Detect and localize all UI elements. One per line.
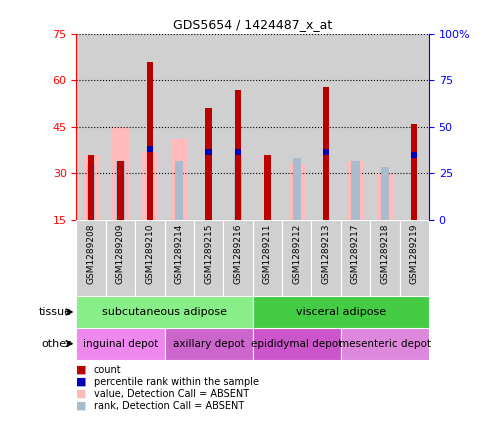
Bar [112, 127, 129, 220]
Text: GSM1289208: GSM1289208 [87, 224, 96, 284]
Bar [165, 328, 252, 360]
Bar [282, 34, 312, 220]
Bar [348, 161, 363, 220]
Text: epididymal depot: epididymal depot [251, 339, 342, 349]
Bar [206, 108, 212, 220]
Bar [381, 167, 389, 220]
Text: percentile rank within the sample: percentile rank within the sample [94, 377, 259, 387]
Text: ■: ■ [76, 365, 87, 375]
Text: GSM1289212: GSM1289212 [292, 224, 301, 284]
Bar [370, 220, 399, 296]
Text: rank, Detection Call = ABSENT: rank, Detection Call = ABSENT [94, 401, 244, 411]
Bar [223, 34, 253, 220]
Bar [323, 149, 329, 155]
Bar [411, 124, 418, 220]
Bar [117, 161, 124, 220]
Bar [142, 152, 158, 220]
Text: axillary depot: axillary depot [173, 339, 245, 349]
Text: count: count [94, 365, 121, 375]
Text: visceral adipose: visceral adipose [296, 307, 386, 317]
Bar [83, 155, 99, 220]
Bar [146, 146, 153, 152]
Bar [341, 220, 370, 296]
Text: GSM1289218: GSM1289218 [380, 224, 389, 284]
Bar [235, 90, 241, 220]
Bar [282, 220, 312, 296]
Bar [399, 220, 429, 296]
Bar [312, 34, 341, 220]
Bar [288, 164, 305, 220]
Text: GSM1289210: GSM1289210 [145, 224, 154, 284]
Bar [264, 155, 271, 220]
Text: GSM1289211: GSM1289211 [263, 224, 272, 284]
Bar [106, 34, 135, 220]
Bar [116, 161, 125, 220]
Bar [352, 161, 359, 220]
Text: GSM1289213: GSM1289213 [321, 224, 331, 284]
Bar [76, 220, 106, 296]
Text: other: other [42, 339, 71, 349]
Bar [175, 161, 183, 220]
Text: mesenteric depot: mesenteric depot [339, 339, 431, 349]
Bar [171, 139, 187, 220]
Bar [223, 220, 253, 296]
Bar [293, 158, 301, 220]
Text: ■: ■ [76, 389, 87, 399]
Bar [312, 220, 341, 296]
Text: tissue: tissue [38, 307, 71, 317]
Text: GSM1289214: GSM1289214 [175, 224, 184, 284]
Text: GSM1289215: GSM1289215 [204, 224, 213, 284]
Text: GSM1289217: GSM1289217 [351, 224, 360, 284]
Bar [323, 87, 329, 220]
Text: GSM1289216: GSM1289216 [234, 224, 243, 284]
Bar [135, 220, 165, 296]
Bar [165, 34, 194, 220]
Bar [206, 149, 212, 155]
Text: GSM1289219: GSM1289219 [410, 224, 419, 284]
Bar [135, 34, 165, 220]
Bar [411, 152, 418, 158]
Bar [252, 34, 282, 220]
Title: GDS5654 / 1424487_x_at: GDS5654 / 1424487_x_at [173, 18, 332, 31]
Bar [253, 296, 429, 328]
Bar [235, 149, 241, 155]
Text: value, Detection Call = ABSENT: value, Detection Call = ABSENT [94, 389, 249, 399]
Bar [194, 220, 223, 296]
Bar [399, 34, 429, 220]
Bar [106, 220, 135, 296]
Bar [234, 155, 242, 220]
Bar [76, 34, 106, 220]
Text: ■: ■ [76, 401, 87, 411]
Text: inguinal depot: inguinal depot [83, 339, 158, 349]
Bar [146, 62, 153, 220]
Bar [88, 155, 94, 220]
Bar [370, 34, 399, 220]
Bar [87, 164, 95, 220]
Bar [165, 220, 194, 296]
Text: ■: ■ [76, 377, 87, 387]
Bar [252, 220, 282, 296]
Bar [194, 34, 223, 220]
Bar [76, 328, 165, 360]
Bar [341, 34, 370, 220]
Bar [253, 328, 341, 360]
Text: GSM1289209: GSM1289209 [116, 224, 125, 284]
Text: subcutaneous adipose: subcutaneous adipose [102, 307, 227, 317]
Bar [76, 296, 253, 328]
Bar [341, 328, 429, 360]
Bar [377, 173, 393, 220]
